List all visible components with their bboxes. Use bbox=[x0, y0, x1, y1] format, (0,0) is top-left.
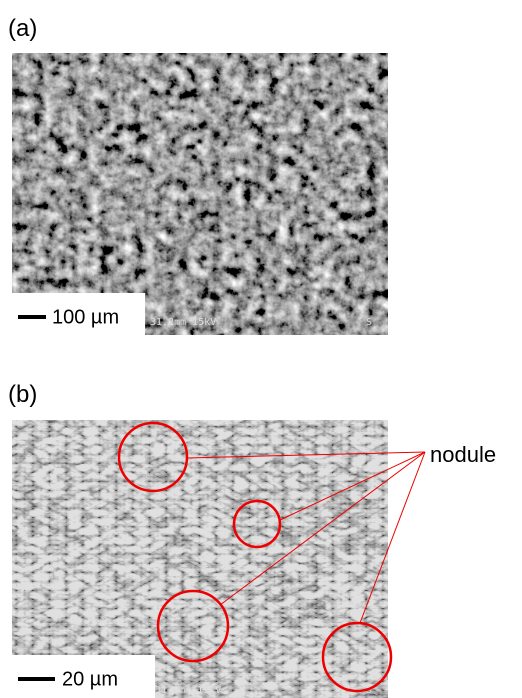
leader-line bbox=[279, 451, 426, 521]
nodule-circle bbox=[321, 621, 393, 693]
annotation: nodule bbox=[430, 442, 496, 467]
scale-box bbox=[12, 655, 155, 698]
leader-line bbox=[359, 451, 426, 624]
nodule-circle bbox=[232, 499, 282, 549]
leader-line bbox=[186, 451, 426, 459]
leader-line bbox=[219, 451, 426, 606]
sem-mark: S bbox=[366, 685, 372, 696]
scale-label: 100 µm bbox=[52, 306, 119, 328]
sem-texture bbox=[12, 53, 388, 335]
nodule-circle bbox=[117, 421, 189, 493]
panel-label: (b) bbox=[8, 381, 37, 408]
sem-info: 31.2mm 15kV bbox=[150, 317, 216, 328]
scale-label: 20 µm bbox=[62, 668, 118, 690]
nodule-circle bbox=[156, 589, 230, 663]
panel-label: (a) bbox=[8, 15, 37, 42]
sem-mark: S bbox=[366, 317, 372, 328]
sem-info: 31.0mm 15kV bbox=[155, 685, 221, 696]
nodule-markers bbox=[117, 421, 426, 693]
sem-texture bbox=[12, 420, 388, 698]
scale-box bbox=[12, 293, 145, 335]
